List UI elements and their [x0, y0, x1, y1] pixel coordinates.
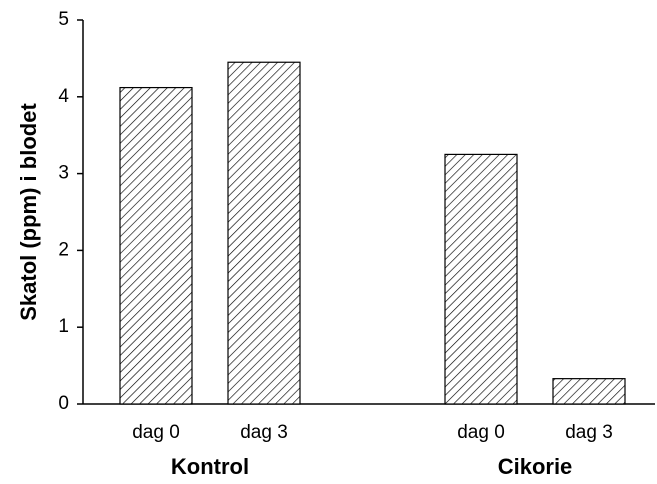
bar — [552, 378, 626, 405]
group-label: Kontrol — [171, 454, 249, 479]
y-tick-label: 0 — [58, 393, 69, 414]
y-tick-label: 4 — [58, 86, 69, 107]
group-label: Cikorie — [498, 454, 573, 479]
y-tick-label: 2 — [58, 239, 69, 260]
x-tick-label: dag 0 — [457, 422, 505, 443]
bar — [119, 86, 193, 405]
y-axis-label: Skatol (ppm) i blodet — [16, 103, 41, 321]
y-tick-label: 1 — [58, 316, 69, 337]
y-tick-label: 3 — [58, 163, 69, 184]
bar — [227, 61, 301, 405]
bar — [444, 153, 518, 405]
x-tick-label: dag 0 — [132, 422, 180, 443]
x-tick-label: dag 3 — [565, 422, 613, 443]
x-tick-label: dag 3 — [240, 422, 288, 443]
y-tick-label: 5 — [58, 9, 69, 30]
